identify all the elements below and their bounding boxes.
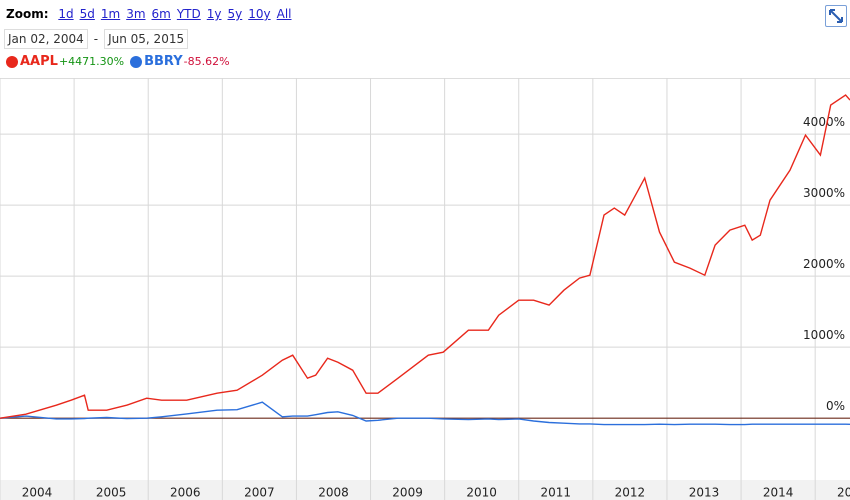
zoom-option[interactable]: 3m (126, 7, 146, 21)
x-tick-label: 2011 (541, 486, 572, 500)
expand-button[interactable] (825, 5, 847, 27)
x-tick-label: 2015 (837, 486, 850, 500)
y-tick-label: 0% (826, 399, 845, 413)
legend-name: BBRY (144, 54, 183, 69)
legend-dot (130, 55, 143, 68)
header: Zoom: 1d 5d 1m 3m 6m YTD 1y 5y 10y All Jan 02, 20… (0, 0, 850, 78)
x-tick-label: 2005 (96, 486, 127, 500)
date-to[interactable]: Jun 05, 2015 (104, 29, 189, 49)
zoom-option[interactable]: 1y (206, 7, 222, 21)
y-tick-label: 4000% (803, 115, 845, 129)
zoom-label: Zoom: (6, 7, 49, 21)
zoom-option[interactable]: 1m (100, 7, 121, 21)
zoom-option[interactable]: 5y (227, 7, 243, 21)
x-tick-label: 2008 (318, 486, 349, 500)
zoom-option[interactable]: 1d (58, 7, 74, 21)
zoom-option[interactable]: YTD (176, 7, 201, 21)
legend-change: -85.62% (183, 55, 230, 68)
y-tick-label: 1000% (803, 328, 845, 342)
x-tick-label: 2004 (22, 486, 53, 500)
chart: 2004 2005 2006 2007 2008 2009 2010 2011 2012 2013… (0, 78, 850, 500)
x-tick-label: 2007 (244, 486, 275, 500)
zoom-option[interactable]: 10y (248, 7, 271, 21)
series-line (0, 401, 850, 426)
x-axis-band (0, 480, 850, 500)
expand-icon (829, 9, 843, 23)
date-range: Jan 02, 2004 - Jun 05, 2015 (4, 29, 189, 49)
zoom-option[interactable]: 6m (151, 7, 171, 21)
y-tick-label: 3000% (803, 186, 845, 200)
date-from[interactable]: Jan 02, 2004 (4, 29, 88, 49)
series-line (0, 94, 850, 419)
x-tick-label: 2006 (170, 486, 201, 500)
legend: AAPL +4471.30% BBRY -85.62% (6, 54, 236, 69)
y-tick-label: 2000% (803, 257, 845, 271)
x-tick-label: 2013 (689, 486, 720, 500)
zoom-bar: Zoom: 1d 5d 1m 3m 6m YTD 1y 5y 10y All (6, 7, 298, 21)
date-separator: - (93, 32, 99, 46)
x-tick-label: 2014 (763, 486, 794, 500)
zoom-option[interactable]: 5d (79, 7, 95, 21)
x-tick-label: 2012 (615, 486, 646, 500)
zoom-option[interactable]: All (276, 7, 292, 21)
legend-dot (6, 55, 18, 68)
legend-name: AAPL (20, 54, 58, 69)
x-tick-label: 2010 (466, 486, 497, 500)
x-tick-label: 2009 (392, 486, 423, 500)
legend-change: +4471.30% (58, 55, 125, 68)
